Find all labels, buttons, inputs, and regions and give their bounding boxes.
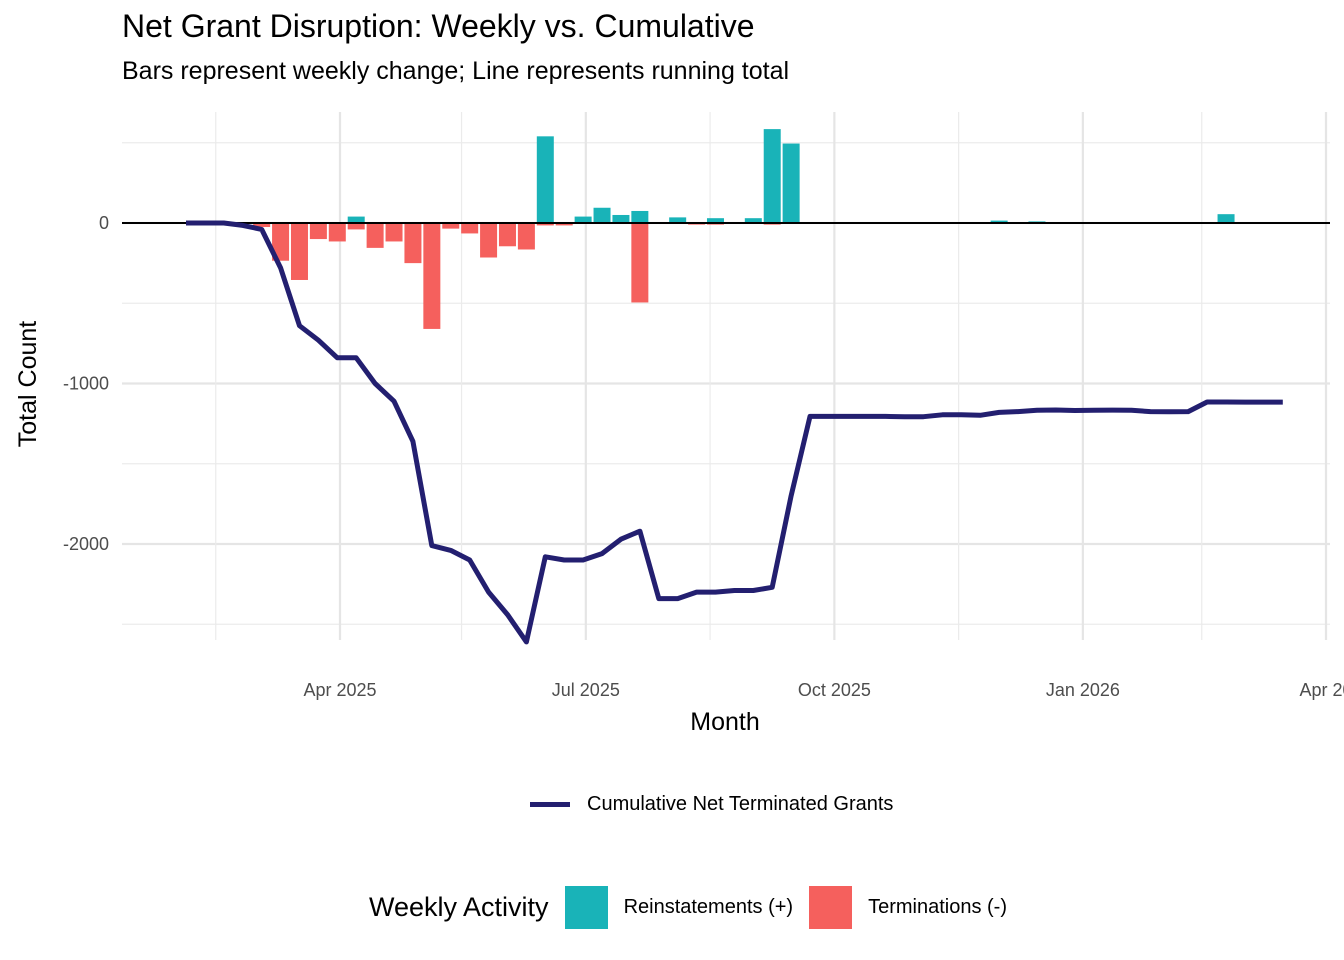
bar-reinstatement [347, 216, 365, 223]
x-axis-title: Month [690, 708, 759, 736]
x-tick-label: Jan 2026 [1046, 680, 1120, 700]
gridlines [122, 112, 1330, 640]
bar-reinstatement [631, 210, 649, 223]
bar-reinstatement [669, 217, 687, 223]
bar-termination [253, 223, 271, 228]
bar-termination [423, 223, 441, 329]
chart-subtitle: Bars represent weekly change; Line repre… [122, 57, 790, 85]
bar-reinstatement [536, 136, 554, 223]
legend-line-label: Cumulative Net Terminated Grants [587, 792, 894, 815]
x-tick-label: Oct 2025 [798, 680, 871, 700]
bar-termination [272, 223, 290, 261]
legend-weekly-activity: Weekly Activity Reinstatements (+) Termi… [369, 885, 1023, 929]
legend-cumulative: Cumulative Net Terminated Grants [530, 790, 893, 818]
bar-reinstatement [593, 207, 611, 223]
bar-reinstatement [990, 220, 1008, 223]
bar-termination [555, 223, 573, 226]
y-tick-label: -2000 [63, 534, 109, 554]
bar-termination [309, 223, 327, 240]
legend-label-reinstatements: Reinstatements (+) [623, 895, 794, 918]
bar-termination [498, 223, 516, 247]
legend-swatch-terminations [809, 885, 853, 929]
cumulative-line-layer [186, 220, 1283, 645]
bar-termination [328, 223, 346, 242]
bar-termination [347, 223, 365, 230]
bars [253, 129, 1235, 329]
bar-termination [461, 223, 479, 234]
legend-title: Weekly Activity [369, 891, 549, 922]
legend-swatch-reinstatements [564, 885, 608, 929]
x-tick-label: Jul 2025 [552, 680, 620, 700]
x-tick-label: Apr 20 [1299, 680, 1344, 700]
bar-termination [480, 223, 498, 258]
x-tick-label: Apr 2025 [303, 680, 376, 700]
bar-reinstatement [574, 216, 592, 223]
y-tick-label: 0 [99, 213, 109, 233]
bar-termination [442, 223, 460, 229]
legend-line-swatch [530, 801, 570, 807]
bar-termination [366, 223, 384, 248]
bar-termination [517, 223, 535, 250]
y-axis-title: Total Count [14, 321, 42, 448]
bar-termination [536, 223, 554, 226]
chart-title: Net Grant Disruption: Weekly vs. Cumulat… [122, 8, 755, 44]
bar-reinstatement [782, 143, 800, 223]
bar-termination [404, 223, 422, 264]
bar-termination [290, 223, 308, 280]
bar-reinstatement [744, 218, 762, 223]
bar-termination [631, 223, 649, 303]
y-tick-label: -1000 [63, 374, 109, 394]
x-axis-ticks: Apr 2025 Jul 2025 Oct 2025 Jan 2026 Apr 20 [303, 680, 1344, 700]
cumulative-line [186, 220, 1283, 645]
y-axis-ticks: 0 -1000 -2000 [63, 213, 109, 554]
bar-reinstatement [612, 214, 630, 223]
bar-reinstatement [706, 218, 724, 223]
bar-reinstatement [1217, 214, 1235, 223]
legend-label-terminations: Terminations (-) [868, 895, 1007, 918]
bar-termination [385, 223, 403, 242]
bar-reinstatement [763, 129, 781, 223]
